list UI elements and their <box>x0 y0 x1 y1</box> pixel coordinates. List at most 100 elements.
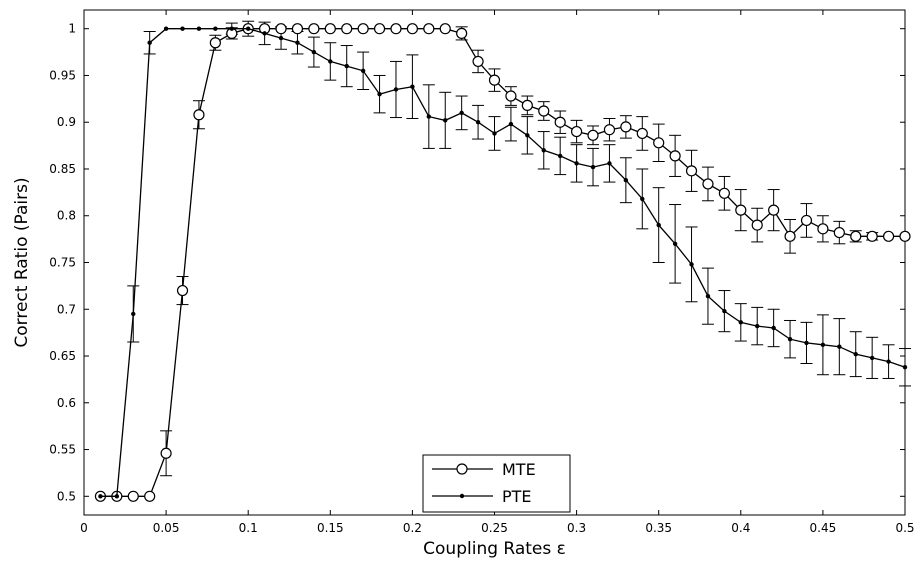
x-tick-label: 0.5 <box>895 521 914 535</box>
legend: MTE PTE <box>422 454 571 513</box>
data-point-pte <box>377 91 382 97</box>
data-point-pte <box>410 84 415 89</box>
data-point-pte <box>574 161 579 166</box>
legend-label-mte: MTE <box>502 460 536 479</box>
y-tick-label: 0.85 <box>49 162 76 176</box>
data-point-mte <box>768 204 780 216</box>
legend-marker-pte <box>459 493 465 499</box>
data-point-pte <box>114 494 120 499</box>
data-point-mte <box>833 226 845 239</box>
y-tick-label: 0.6 <box>57 396 76 410</box>
data-point-pte <box>147 40 152 45</box>
data-point-pte <box>328 59 333 64</box>
y-tick-label: 0.5 <box>57 489 76 503</box>
data-point-mte <box>488 74 501 86</box>
data-point-mte <box>866 230 878 242</box>
data-point-pte <box>426 114 432 119</box>
data-point-pte <box>541 148 546 153</box>
legend-marker-mte <box>456 463 468 475</box>
data-point-pte <box>869 355 875 361</box>
data-point-mte <box>193 109 205 121</box>
series-line-pte <box>100 28 906 497</box>
y-tick-label: 1 <box>68 22 76 36</box>
data-point-pte <box>131 311 136 317</box>
data-point-pte <box>295 40 300 45</box>
data-point-mte <box>472 55 484 68</box>
data-point-mte <box>669 150 681 162</box>
data-point-mte <box>423 23 435 35</box>
data-point-pte <box>902 365 908 370</box>
data-point-mte <box>324 23 336 35</box>
data-point-pte <box>804 340 809 346</box>
data-point-mte <box>850 230 862 242</box>
data-point-mte <box>341 23 353 35</box>
data-point-pte <box>623 178 629 183</box>
data-point-pte <box>98 494 103 499</box>
y-tick-label: 0.95 <box>49 68 76 82</box>
data-point-pte <box>311 49 317 55</box>
data-point-mte <box>554 116 566 128</box>
data-point-pte <box>344 63 349 69</box>
data-point-pte <box>459 110 464 116</box>
data-point-pte <box>787 336 793 342</box>
x-tick-label: 0.25 <box>481 521 508 535</box>
y-tick-label: 0.7 <box>57 302 76 316</box>
legend-label-pte: PTE <box>502 487 532 506</box>
x-tick-label: 0 <box>80 521 88 535</box>
y-tick-label: 0.65 <box>49 349 76 363</box>
data-point-pte <box>557 153 563 159</box>
data-point-pte <box>508 121 514 127</box>
x-tick-label: 0.1 <box>239 521 258 535</box>
data-point-mte <box>685 165 698 177</box>
data-point-mte <box>406 23 418 35</box>
y-tick-label: 0.55 <box>49 443 76 457</box>
data-point-pte <box>820 342 826 347</box>
data-point-pte <box>393 87 399 92</box>
data-point-pte <box>656 222 661 228</box>
data-point-pte <box>360 68 366 73</box>
legend-box <box>422 454 571 513</box>
data-point-pte <box>886 359 891 364</box>
data-point-mte <box>456 27 468 39</box>
data-point-mte <box>127 490 139 502</box>
data-point-mte <box>735 204 747 216</box>
x-tick-label: 0.4 <box>731 521 750 535</box>
data-point-pte <box>278 35 284 41</box>
data-point-mte <box>570 125 583 138</box>
data-point-pte <box>213 26 218 31</box>
data-point-mte <box>620 121 632 133</box>
data-point-pte <box>525 133 530 138</box>
data-point-pte <box>492 131 497 136</box>
data-point-pte <box>640 196 645 202</box>
data-point-mte <box>144 490 156 502</box>
plot-area <box>83 9 906 516</box>
data-point-mte <box>160 447 172 459</box>
data-point-mte <box>653 137 665 149</box>
data-point-pte <box>163 26 169 31</box>
series-group <box>94 23 911 502</box>
data-point-pte <box>196 26 202 31</box>
data-point-pte <box>607 161 612 166</box>
x-tick-label: 0.45 <box>810 521 837 535</box>
data-point-mte <box>275 23 287 35</box>
data-point-mte <box>817 223 829 235</box>
data-point-pte <box>672 241 678 246</box>
data-point-mte <box>439 23 451 35</box>
y-tick-label: 0.9 <box>57 115 76 129</box>
data-point-mte <box>636 127 648 140</box>
data-point-mte <box>291 23 304 35</box>
data-point-pte <box>180 26 185 31</box>
data-point-pte <box>246 26 251 31</box>
data-point-pte <box>837 344 842 349</box>
data-point-mte <box>603 124 616 136</box>
x-tick-label: 0.35 <box>645 521 672 535</box>
data-point-pte <box>262 31 267 36</box>
data-point-mte <box>373 23 386 35</box>
data-point-pte <box>475 120 481 125</box>
data-point-mte <box>176 284 189 297</box>
data-point-mte <box>718 187 730 199</box>
data-point-pte <box>590 164 596 170</box>
data-point-pte <box>689 262 694 267</box>
data-point-mte <box>784 230 796 242</box>
